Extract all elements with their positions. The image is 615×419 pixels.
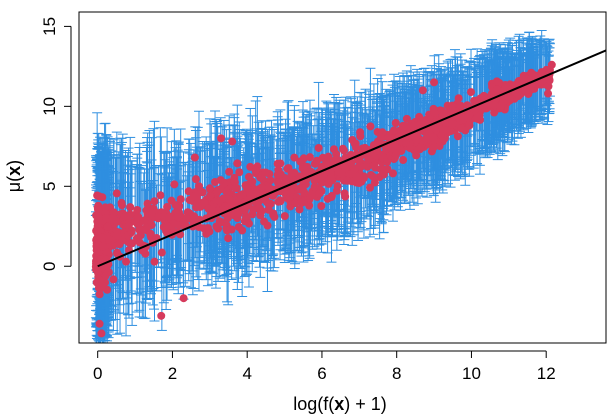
data-point [117,201,126,210]
data-point [314,143,323,152]
data-point [467,88,476,97]
data-point [248,210,257,219]
data-point [391,118,400,127]
data-point [120,212,129,221]
data-point [399,156,408,165]
data-point [266,176,275,185]
data-point [388,169,397,178]
data-point [225,167,234,176]
data-point [290,153,299,162]
data-point [356,128,365,137]
data-point [170,180,179,189]
data-point [150,257,159,266]
data-point [184,187,193,196]
data-point [235,168,244,177]
data-point [234,222,243,231]
data-point [347,158,356,167]
data-point [176,195,185,204]
data-point [233,159,242,168]
data-point [122,257,131,266]
data-point [366,122,375,131]
data-points [91,60,556,338]
data-point [217,218,226,227]
plot-area [78,11,607,344]
data-point [295,205,304,214]
data-point [126,203,135,212]
